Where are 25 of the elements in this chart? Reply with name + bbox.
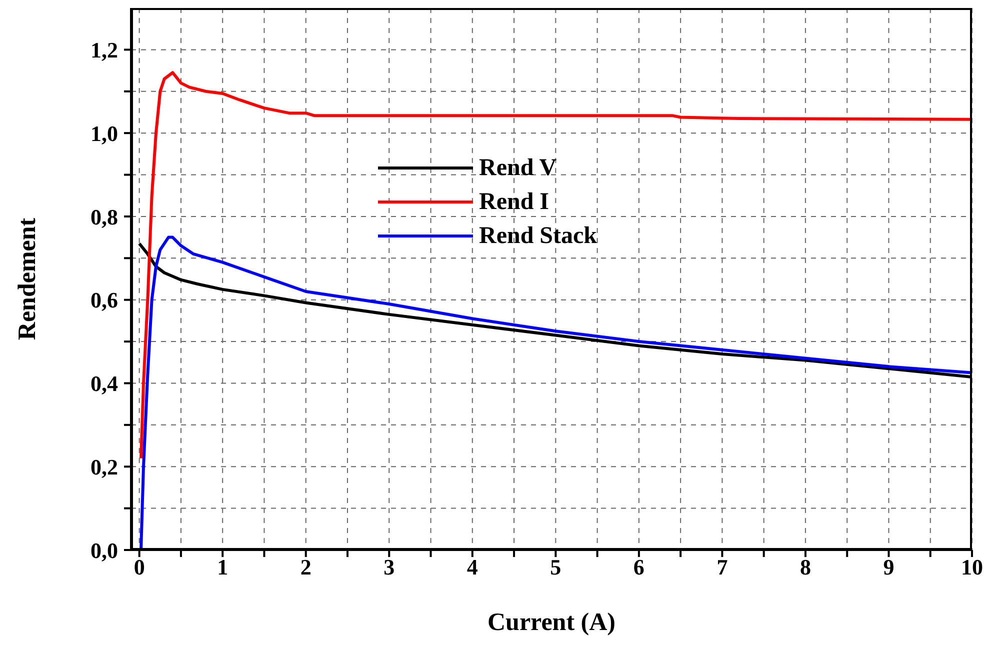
x-tick-label: 5 — [550, 554, 562, 580]
line-series — [138, 242, 972, 378]
x-tick-label: 0 — [134, 554, 145, 580]
x-tick-label: 8 — [800, 554, 811, 580]
legend-label: Rend V — [479, 154, 557, 183]
y-tick-label: 1,0 — [90, 120, 118, 146]
x-axis-title: Current (A) — [488, 609, 616, 636]
x-tick-label: 7 — [716, 554, 728, 580]
y-axis-title: Rendement — [14, 217, 41, 340]
y-tick-label: 0,8 — [90, 204, 118, 230]
x-tick-label: 6 — [633, 554, 644, 580]
x-tick-label: 1 — [217, 554, 228, 580]
x-tick-label: 4 — [466, 554, 478, 580]
line-series — [139, 71, 972, 460]
x-tick-label: 3 — [384, 554, 395, 580]
y-tick-label: 0,2 — [90, 454, 118, 480]
y-tick-label: 0,4 — [90, 371, 118, 396]
legend-label: Rend I — [479, 188, 550, 217]
y-tick-label: 0,6 — [90, 288, 118, 313]
y-tick-label: 1,2 — [90, 38, 118, 62]
legend-label: Rend Stack — [479, 222, 598, 251]
x-tick-label: 9 — [883, 554, 894, 580]
x-tick-label: 2 — [300, 554, 312, 580]
y-tick-label: 0,0 — [90, 538, 118, 563]
x-tick-label: 10 — [961, 554, 983, 580]
